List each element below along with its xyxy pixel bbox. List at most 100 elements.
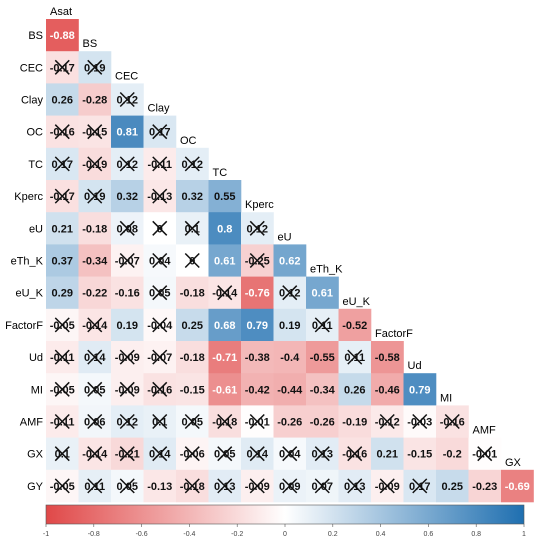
cell-value-label: -0.13 (147, 481, 172, 493)
heatmap-cell (176, 341, 209, 374)
cell-value-label: 0.61 (214, 256, 235, 268)
heatmap-cell (273, 308, 307, 342)
row-label: OC (27, 127, 44, 139)
heatmap-cell (208, 212, 242, 245)
cross-mark (54, 188, 70, 204)
heatmap-cell (306, 341, 339, 374)
cross-mark (152, 252, 168, 269)
heatmap-cell (46, 19, 79, 52)
cross-mark (152, 285, 168, 301)
cross-mark (54, 478, 70, 494)
cell-value-label: -0.34 (310, 384, 336, 396)
cross-mark (412, 413, 428, 430)
column-label: FactorF (375, 328, 413, 340)
cell-value-label: -0.52 (342, 320, 367, 332)
cross-mark (87, 156, 103, 172)
cell-value-label: -0.26 (277, 417, 302, 429)
column-label: Clay (148, 103, 171, 115)
cross-mark (87, 349, 103, 365)
cross-mark (54, 446, 70, 462)
cell-value-label: 0.79 (247, 320, 268, 332)
heatmap-cell (273, 244, 307, 277)
cross-mark (217, 478, 233, 494)
colorbar-tick-label: 0.2 (328, 531, 338, 538)
row-label: AMF (20, 417, 44, 429)
column-label: Asat (50, 6, 72, 18)
cell-value-label: 0.25 (182, 320, 203, 332)
cross-mark (217, 413, 233, 430)
cell-value-label: 0.19 (279, 320, 300, 332)
column-label: TC (213, 167, 228, 179)
column-label: eU_K (343, 296, 371, 308)
cell-value-label: 0.19 (117, 320, 138, 332)
heatmap-cell (176, 276, 209, 310)
row-labels: BS CEC Clay OC TC Kperc eU eTh_K eU_K FactorF Ud MI… (5, 30, 44, 493)
cell-value-label: -0.69 (505, 481, 530, 493)
heatmap-cell (436, 469, 469, 503)
heatmap-cell (78, 212, 112, 245)
cross-mark (152, 156, 168, 172)
cell-value-label: -0.58 (375, 352, 400, 364)
column-label: GX (505, 457, 522, 469)
cross-mark (249, 413, 265, 430)
heatmap-cell (208, 180, 242, 213)
cross-mark (249, 252, 265, 269)
cell-value-label: -0.28 (82, 95, 107, 107)
row-label: eU (29, 223, 43, 235)
cell-value-label: -0.88 (50, 30, 75, 42)
cross-mark (119, 220, 135, 236)
cross-mark (152, 317, 168, 333)
colorbar-tick-label: -0.6 (136, 531, 148, 538)
cell-value-label: -0.61 (212, 384, 237, 396)
row-label: GX (27, 449, 44, 461)
cell-value-label: -0.76 (245, 288, 270, 300)
cross-mark (249, 478, 265, 494)
row-label: FactorF (5, 320, 43, 332)
cross-mark (152, 446, 168, 462)
cell-value-label: -0.46 (375, 384, 400, 396)
cross-mark (54, 381, 70, 397)
cell-value-label: 0.62 (279, 256, 300, 268)
cross-mark (152, 381, 168, 397)
cross-mark (152, 124, 168, 140)
cell-value-label: -0.34 (82, 256, 108, 268)
heatmap-cell (338, 308, 372, 342)
column-label: CEC (115, 70, 138, 82)
row-label: MI (31, 384, 43, 396)
cross-mark (444, 413, 460, 430)
colorbar: -1 -0.8 -0.6 -0.4 -0.2 0 0.2 0.4 0.6 0.8 1 (43, 504, 526, 538)
heatmap-cell (241, 373, 274, 406)
cell-value-label: -0.71 (212, 352, 237, 364)
column-labels: Asat BS CEC Clay OC TC Kperc eU eTh_K eU_K FactorF… (50, 6, 522, 469)
cross-mark (314, 446, 330, 462)
cell-value-label: -0.42 (245, 384, 270, 396)
colorbar-tick-label: -1 (43, 531, 49, 538)
heatmap-cell (273, 341, 307, 374)
cell-value-label: 0.68 (214, 320, 235, 332)
cross-mark (119, 413, 135, 430)
heatmap-cell (273, 405, 307, 438)
heatmap-cell (436, 437, 469, 471)
cell-value-label: -0.15 (407, 449, 432, 461)
cross-mark (184, 446, 200, 462)
heatmap-cells: -0.88-0.170.190.26-0.280.12-0.16-0.150.8… (46, 19, 534, 503)
cross-mark (54, 349, 70, 365)
cell-value-label: 0.61 (312, 288, 333, 300)
column-label: AMF (473, 425, 497, 437)
heatmap-cell (176, 180, 209, 213)
cross-mark (152, 413, 168, 430)
cross-mark (87, 188, 103, 204)
cell-value-label: 0.21 (377, 449, 398, 461)
cross-mark (184, 478, 200, 494)
heatmap-cell (78, 276, 112, 310)
cross-mark (119, 156, 135, 172)
cross-mark (119, 478, 135, 494)
heatmap-cell (208, 308, 242, 342)
column-label: MI (440, 392, 452, 404)
cell-value-label: 0.25 (442, 481, 463, 493)
row-label: eTh_K (11, 256, 44, 268)
colorbar-gradient (45, 504, 525, 525)
heatmap-cell (111, 308, 144, 342)
cell-value-label: 0.29 (52, 288, 73, 300)
